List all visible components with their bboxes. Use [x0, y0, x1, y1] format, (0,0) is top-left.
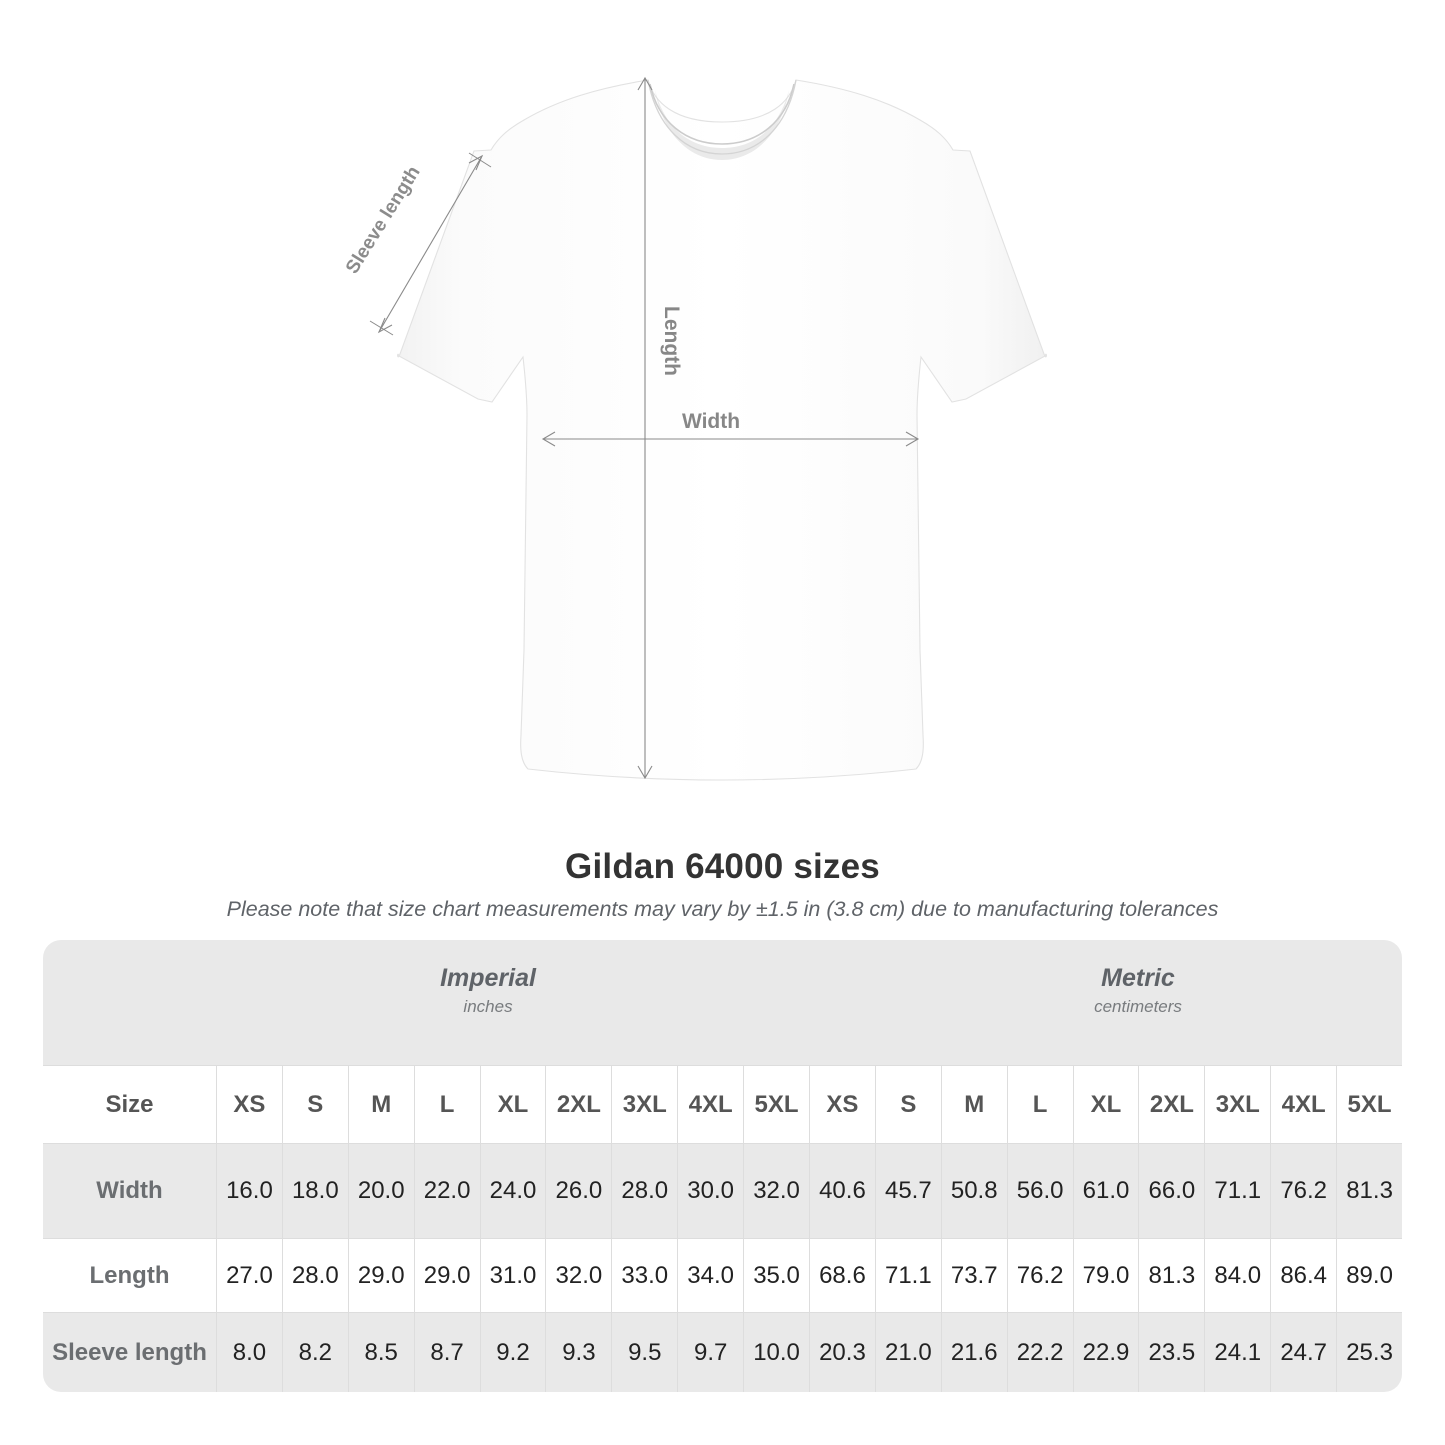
svg-text:Sleeve length: Sleeve length [342, 163, 425, 278]
svg-text:Length: Length [660, 306, 683, 376]
svg-text:Width: Width [682, 410, 740, 433]
